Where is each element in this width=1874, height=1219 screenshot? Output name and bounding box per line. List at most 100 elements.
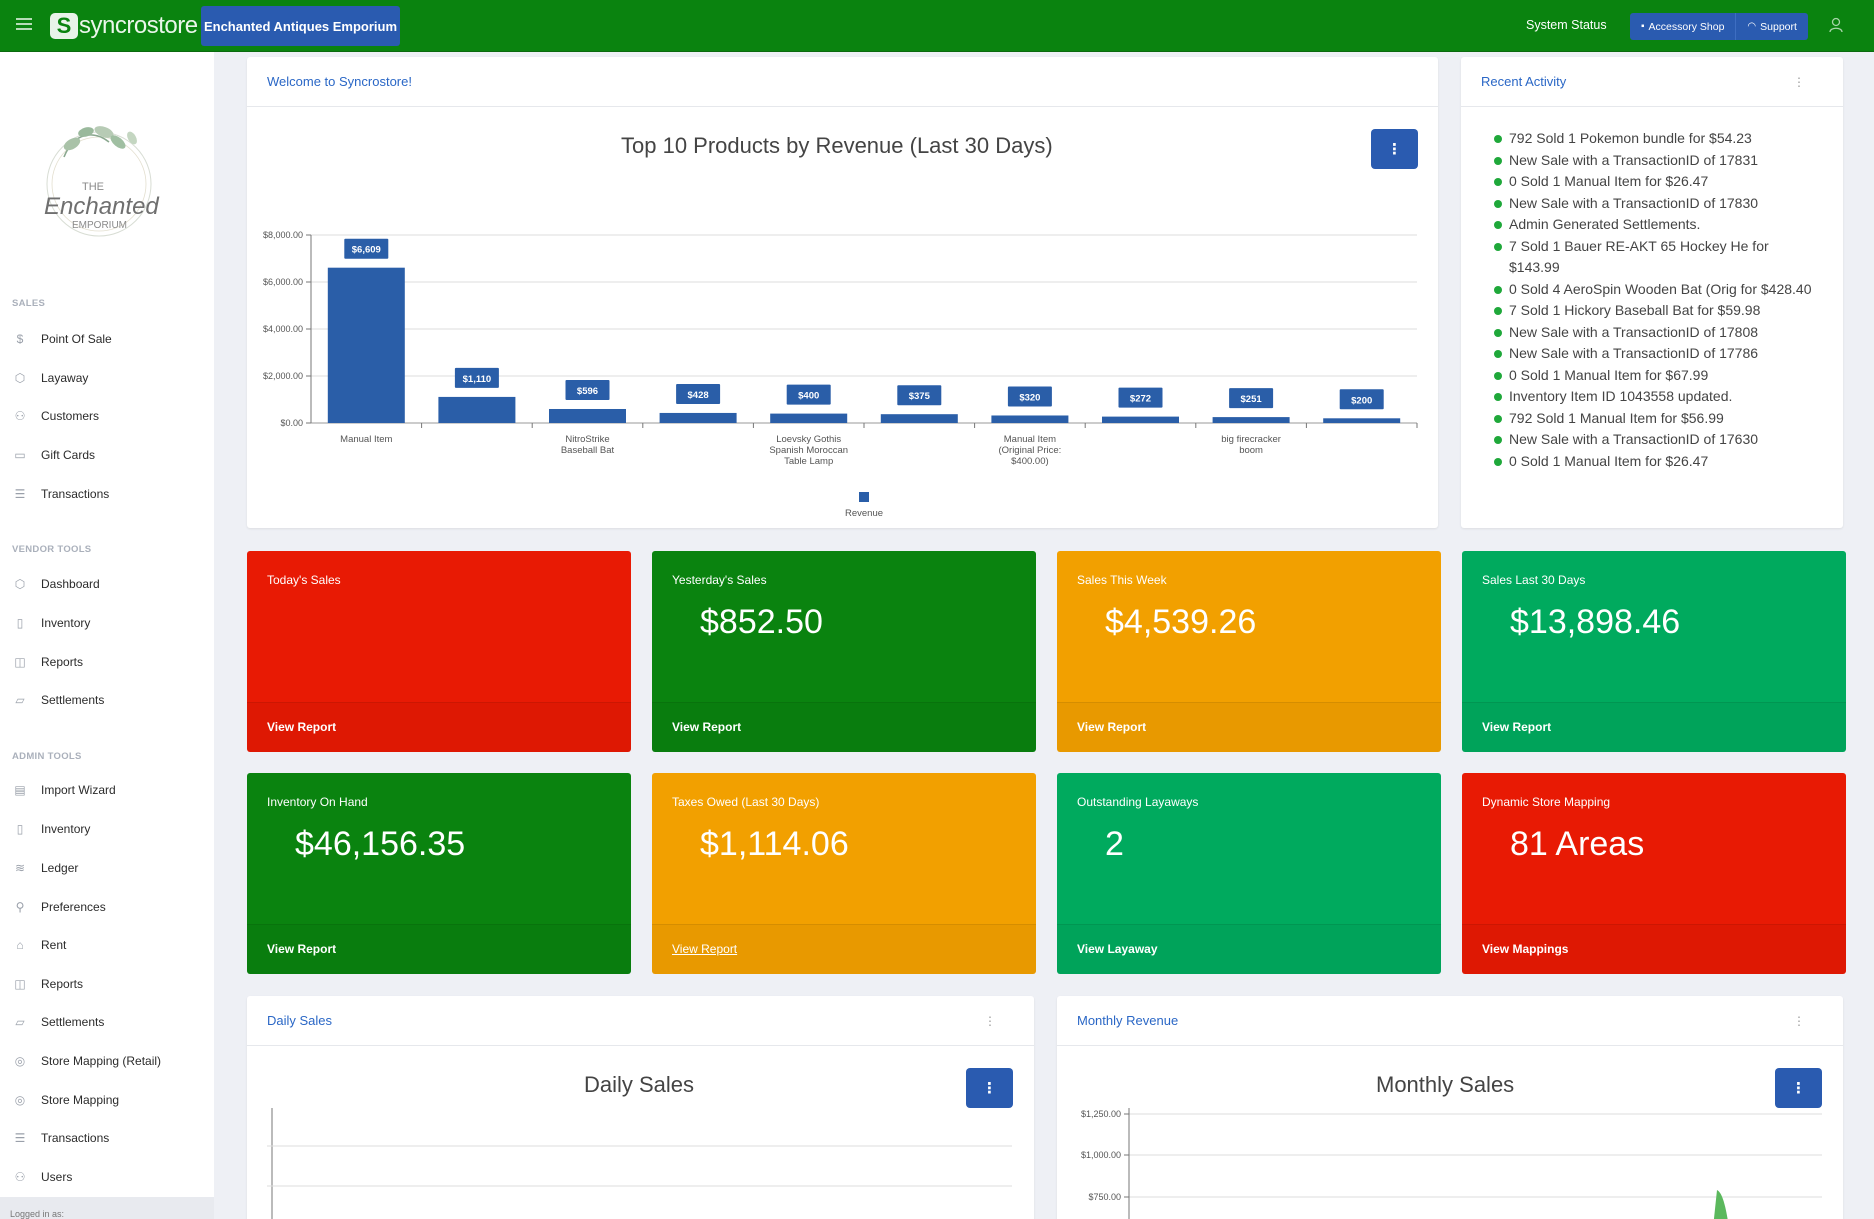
system-status-link[interactable]: System Status [1526, 18, 1607, 32]
monthly-sales-chart-menu-button[interactable]: ⋮ [1775, 1068, 1822, 1108]
stat-tile-link[interactable]: View Report [1077, 720, 1147, 734]
stat-tile-value: $1,114.06 [700, 825, 849, 863]
sidebar-item-gift-cards[interactable]: ▭ Gift Cards [12, 445, 95, 465]
sidebar-item-layaway[interactable]: ⬡ Layaway [12, 368, 89, 388]
syncrostore-logo[interactable]: S syncrostore [50, 12, 198, 40]
stat-tile-link[interactable]: View Layaway [1077, 942, 1158, 956]
sidebar-item-admin-reports[interactable]: ◫ Reports [12, 974, 83, 994]
stat-tile-link[interactable]: View Report [672, 720, 742, 734]
legend-swatch[interactable] [859, 492, 869, 502]
stat-tile-link[interactable]: View Report [1482, 720, 1552, 734]
sidebar-item-preferences[interactable]: ⚲ Preferences [12, 897, 106, 917]
sidebar-item-vendor-inventory[interactable]: ▯ Inventory [12, 613, 91, 633]
sidebar-item-dashboard[interactable]: ⬡ Dashboard [12, 574, 100, 594]
open-book-icon: ◫ [14, 977, 26, 991]
data-label-box [454, 367, 499, 388]
activity-item: Inventory Item ID 1043558 updated. [1492, 386, 1812, 408]
user-icon[interactable] [1828, 16, 1844, 34]
y-tick-label: $750.00 [1088, 1192, 1121, 1202]
stat-tile-label: Outstanding Layaways [1077, 795, 1199, 809]
activity-item: 792 Sold 1 Pokemon bundle for $54.23 [1492, 128, 1812, 150]
activity-item: 7 Sold 1 Hickory Baseball Bat for $59.98 [1492, 300, 1812, 322]
database-icon: ☰ [14, 1131, 26, 1145]
stat-tile-link[interactable]: View Mappings [1482, 942, 1569, 956]
stat-tile-value: 81 Areas [1510, 825, 1645, 863]
stat-tile-link[interactable]: View Report [267, 720, 337, 734]
box-icon: ⬡ [14, 577, 26, 591]
bar[interactable] [1212, 417, 1290, 423]
bar[interactable] [438, 396, 516, 423]
sidebar-item-point-of-sale[interactable]: $ Point Of Sale [12, 329, 112, 349]
sidebar-item-users[interactable]: ⚇ Users [12, 1167, 73, 1187]
top-products-chart-menu-button[interactable]: ⋮ [1371, 129, 1418, 169]
y-tick-label: $0.00 [280, 418, 303, 428]
sidebar-item-label: Ledger [41, 861, 79, 875]
logo-line-1: THE [82, 181, 104, 193]
monthly-revenue-header: Monthly Revenue ⋮ [1057, 996, 1843, 1046]
recent-activity-menu-icon[interactable]: ⋮ [1793, 75, 1805, 89]
bar[interactable] [327, 267, 405, 423]
stat-tile-link[interactable]: View Report [672, 942, 738, 956]
data-label-box [897, 385, 942, 406]
bar[interactable] [991, 415, 1069, 423]
data-label-box [344, 238, 389, 259]
layers-icon: ≋ [14, 861, 26, 875]
activity-item: 792 Sold 1 Manual Item for $56.99 [1492, 408, 1812, 430]
sidebar-item-rent[interactable]: ⌂ Rent [12, 935, 66, 955]
sidebar-item-store-mapping[interactable]: ◎ Store Mapping [12, 1090, 119, 1110]
stat-tile-footer: View Report [247, 702, 631, 752]
welcome-card: Welcome to Syncrostore! Top 10 Products … [247, 57, 1438, 528]
daily-sales-chart [267, 1108, 1012, 1219]
logged-in-label: Logged in as: [10, 1209, 65, 1219]
top-actions: ▪ Accessory Shop ◠ Support [1630, 13, 1808, 40]
sidebar-item-transactions[interactable]: ☰ Transactions [12, 484, 110, 504]
sidebar-item-label: Layaway [41, 371, 89, 385]
area-series[interactable] [1713, 1190, 1729, 1219]
stat-tile-link[interactable]: View Report [267, 942, 337, 956]
support-button[interactable]: ◠ Support [1735, 13, 1808, 40]
activity-item: 7 Sold 1 Bauer RE-AKT 65 Hockey He for $… [1492, 236, 1812, 279]
sidebar-item-label: Settlements [41, 1015, 105, 1029]
sidebar-item-customers[interactable]: ⚇ Customers [12, 406, 99, 426]
stat-tile: Inventory On Hand $46,156.35 View Report [247, 773, 631, 974]
daily-sales-title: Daily Sales [267, 1013, 333, 1028]
bar[interactable] [1102, 416, 1179, 423]
sidebar-item-admin-settlements[interactable]: ▱ Settlements [12, 1012, 104, 1032]
daily-sales-chart-menu-button[interactable]: ⋮ [966, 1068, 1013, 1108]
map-pin-icon: ◎ [14, 1093, 26, 1107]
bar[interactable] [880, 414, 958, 423]
bar[interactable] [659, 412, 737, 423]
daily-sales-card: Daily Sales ⋮ Daily Sales ⋮ [247, 996, 1034, 1219]
accessory-shop-button[interactable]: ▪ Accessory Shop [1630, 13, 1735, 40]
sidebar-item-admin-inventory[interactable]: ▯ Inventory [12, 819, 91, 839]
sidebar-item-label: Store Mapping (Retail) [41, 1054, 162, 1068]
bar[interactable] [770, 413, 848, 423]
sidebar-item-admin-transactions[interactable]: ☰ Transactions [12, 1128, 110, 1148]
y-tick-label: $6,000.00 [263, 277, 303, 287]
sidebar-item-store-mapping-retail[interactable]: ◎ Store Mapping (Retail) [12, 1051, 161, 1071]
sidebar-item-label: Reports [41, 977, 84, 991]
y-tick-label: $1,000.00 [1081, 1150, 1121, 1160]
menu-icon[interactable] [16, 18, 32, 32]
sidebar-item-label: Inventory [41, 616, 91, 630]
bar[interactable] [549, 408, 626, 423]
folder-icon: ▱ [15, 1015, 25, 1029]
data-label: $251 [1241, 394, 1263, 405]
data-label: $1,110 [463, 374, 492, 385]
monthly-revenue-menu-icon[interactable]: ⋮ [1793, 1014, 1805, 1028]
daily-sales-menu-icon[interactable]: ⋮ [984, 1014, 996, 1028]
sidebar-item-vendor-reports[interactable]: ◫ Reports [12, 652, 83, 672]
store-selector-button[interactable]: Enchanted Antiques Emporium [201, 6, 400, 46]
stat-tile-value: $46,156.35 [295, 825, 466, 863]
stat-tile-label: Taxes Owed (Last 30 Days) [672, 795, 820, 809]
sidebar: THE Enchanted EMPORIUM SALES $ Point Of S… [0, 52, 214, 1219]
sidebar-item-ledger[interactable]: ≋ Ledger [12, 858, 78, 878]
home-icon: ⌂ [16, 938, 24, 952]
stat-tile: Sales This Week $4,539.26 View Report [1057, 551, 1441, 752]
activity-item: Admin Generated Settlements. [1492, 214, 1812, 236]
data-label: $320 [1019, 392, 1040, 403]
bar[interactable] [1323, 418, 1401, 423]
stat-tile-footer: View Report [247, 924, 631, 974]
sidebar-item-import-wizard[interactable]: ▤ Import Wizard [12, 780, 115, 800]
sidebar-item-vendor-settlements[interactable]: ▱ Settlements [12, 690, 104, 710]
